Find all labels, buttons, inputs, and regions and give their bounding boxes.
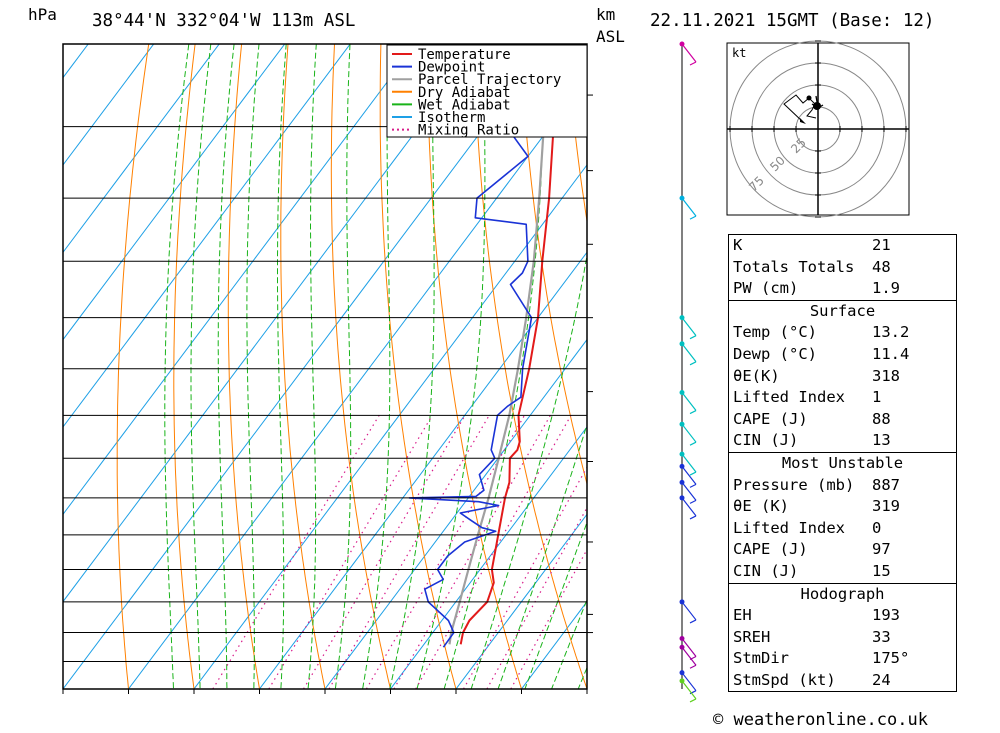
surface-row-temp: Temp (°C) 13.2 bbox=[733, 323, 910, 342]
surface-row-cape: CAPE (J) 88 bbox=[733, 409, 891, 428]
legend-label: Temperature bbox=[418, 47, 511, 63]
wind-barb bbox=[681, 317, 697, 340]
wind-barb bbox=[681, 497, 697, 520]
wet-adiabat-line bbox=[334, 44, 352, 689]
hodograph-title: Hodograph bbox=[800, 584, 885, 603]
hodograph-point bbox=[806, 95, 812, 101]
wind-barb bbox=[681, 680, 697, 703]
legend-box bbox=[386, 44, 588, 138]
isotherm-line bbox=[193, 164, 587, 689]
mixing-ratio-line bbox=[212, 414, 380, 689]
index-row-k: K 21 bbox=[733, 236, 891, 254]
wet-adiabat-line bbox=[362, 44, 391, 689]
isotherm-line bbox=[0, 0, 96, 715]
legend-label: Isotherm bbox=[418, 110, 485, 126]
wet-adiabat-line bbox=[277, 44, 287, 689]
wind-barb bbox=[681, 197, 697, 220]
wind-barb bbox=[681, 646, 697, 669]
temperature-line bbox=[459, 44, 563, 645]
hodograph-section: Hodograph EH 193 SREH 33 StmDir 175° StmSpd… bbox=[729, 584, 956, 693]
wind-barb bbox=[681, 43, 697, 66]
hpa-unit-label: hPa bbox=[28, 5, 57, 24]
mu-row-thetae: θE (K) 319 bbox=[733, 497, 900, 516]
most-unstable-title: Most Unstable bbox=[781, 453, 904, 472]
mixing-ratio-line bbox=[328, 414, 490, 689]
general-indices-section: K 21 Totals Totals 48 PW (cm) 1.9 bbox=[729, 235, 956, 301]
isotherm-line bbox=[258, 251, 587, 689]
wind-barb bbox=[681, 392, 697, 415]
hodograph-unit-label: kt bbox=[732, 46, 746, 60]
copyright-link[interactable]: © weatheronline.co.uk bbox=[713, 710, 928, 730]
asl-unit-label: ASL bbox=[596, 27, 625, 46]
isotherm-line bbox=[63, 44, 155, 166]
mixing-ratio-line bbox=[510, 548, 587, 689]
mu-row-pressure: Pressure (mb) 887 bbox=[733, 475, 900, 494]
isotherm-line bbox=[389, 426, 587, 689]
plot-frame bbox=[62, 43, 588, 690]
mu-row-cape: CAPE (J) 97 bbox=[733, 540, 891, 559]
legend-label: Dry Adiabat bbox=[418, 85, 511, 101]
index-row-totals: Totals Totals 48 bbox=[733, 257, 891, 276]
surface-title: Surface bbox=[809, 301, 876, 320]
wet-adiabat-line bbox=[470, 252, 587, 689]
isotherm-line bbox=[63, 44, 286, 341]
legend-label: Dewpoint bbox=[418, 60, 485, 76]
indices-table: K 21 Totals Totals 48 PW (cm) 1.9 Surface T… bbox=[728, 234, 957, 693]
legend-label: Parcel Trajectory bbox=[418, 72, 561, 88]
hodo-row-stmdir: StmDir 175° bbox=[733, 649, 910, 668]
legend-label: Mixing Ratio bbox=[418, 123, 519, 139]
wind-barb bbox=[681, 423, 697, 446]
index-row-pw: PW (cm) 1.9 bbox=[733, 279, 900, 298]
surface-row-cin: CIN (J) 13 bbox=[733, 431, 891, 450]
km-unit-label: km bbox=[596, 5, 616, 24]
station-location: 38°44'N 332°04'W 113m ASL bbox=[92, 11, 356, 31]
isotherm-line bbox=[324, 338, 587, 689]
mixing-ratio-line bbox=[268, 414, 433, 689]
hodograph-arrowhead bbox=[800, 118, 806, 124]
surface-row-thetae: θE(K) 318 bbox=[733, 366, 900, 385]
wet-adiabat-line bbox=[190, 44, 212, 689]
dry-adiabat-line bbox=[958, 0, 1000, 715]
wet-adiabat-line bbox=[524, 520, 587, 689]
most-unstable-section: Most Unstable Pressure (mb) 887 θE (K) 319… bbox=[729, 453, 956, 584]
sounding-datetime: 22.11.2021 15GMT (Base: 12) bbox=[650, 11, 935, 31]
wet-adiabat-line bbox=[164, 44, 190, 689]
wind-barb bbox=[681, 453, 697, 476]
wind-barb bbox=[681, 466, 697, 488]
surface-section: Surface Temp (°C) 13.2 Dewp (°C) 11.4 θE(K… bbox=[729, 301, 956, 453]
dry-adiabat-line bbox=[566, 44, 587, 225]
wind-barb bbox=[681, 482, 697, 504]
wet-adiabat-line bbox=[389, 44, 435, 689]
isotherm-line bbox=[63, 44, 351, 428]
isotherm-line bbox=[127, 76, 587, 689]
surface-row-dewp: Dewp (°C) 11.4 bbox=[733, 344, 910, 363]
legend-label: Wet Adiabat bbox=[418, 97, 511, 113]
hodograph-storm-marker bbox=[813, 102, 821, 110]
wet-adiabat-line bbox=[217, 44, 235, 689]
wind-barb bbox=[681, 601, 697, 624]
wind-barb bbox=[681, 343, 697, 366]
dry-adiabat-line bbox=[280, 44, 326, 689]
mu-row-lifted-index: Lifted Index 0 bbox=[733, 518, 882, 537]
surface-row-lifted-index: Lifted Index 1 bbox=[733, 388, 882, 407]
wet-adiabat-line bbox=[307, 44, 317, 689]
parcel-trajectory-line bbox=[448, 44, 550, 645]
isotherm-line bbox=[63, 44, 220, 254]
mu-row-cin: CIN (J) 15 bbox=[733, 561, 891, 580]
mixing-ratio-line bbox=[302, 414, 466, 689]
hodo-row-stmspd: StmSpd (kt) 24 bbox=[733, 670, 891, 689]
hodo-row-eh: EH 193 bbox=[733, 606, 900, 625]
dry-adiabat-line bbox=[173, 44, 196, 689]
hodo-row-sreh: SREH 33 bbox=[733, 627, 891, 646]
wet-adiabat-line bbox=[246, 44, 260, 689]
isotherm-line bbox=[455, 513, 587, 689]
isotherm-line bbox=[63, 44, 89, 79]
